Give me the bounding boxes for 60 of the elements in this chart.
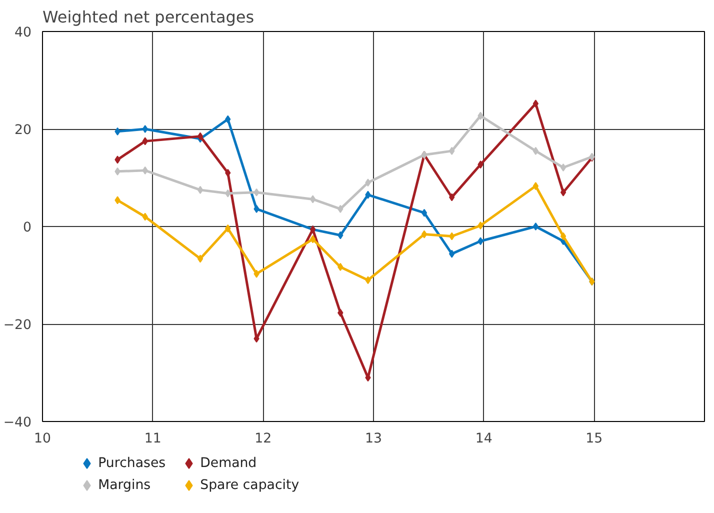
x-tick-label: 10 [34, 432, 51, 446]
point [365, 178, 371, 187]
point [421, 230, 428, 238]
point [225, 168, 231, 177]
point [310, 235, 316, 244]
point [254, 204, 260, 213]
x-tick-label: 12 [254, 432, 272, 446]
point [225, 115, 231, 124]
point [338, 231, 344, 240]
point [338, 204, 344, 213]
point [114, 156, 120, 164]
point [478, 160, 484, 169]
y-tick-label: 0 [23, 220, 32, 236]
point [142, 212, 148, 221]
x-tick-label: 14 [475, 432, 492, 446]
point [197, 186, 204, 194]
point [532, 222, 539, 230]
point [560, 232, 566, 240]
point [225, 189, 231, 198]
point [310, 195, 316, 204]
point [478, 222, 484, 230]
point [197, 132, 204, 140]
point [478, 237, 484, 246]
point [560, 188, 566, 196]
point [254, 270, 260, 278]
legend-label: Purchases [98, 456, 166, 471]
legend-label: Demand [200, 456, 257, 471]
point [365, 190, 371, 199]
point [225, 224, 231, 232]
point [421, 208, 428, 217]
point [142, 166, 148, 174]
point [449, 250, 455, 258]
y-tick-label: 20 [14, 123, 32, 138]
x-tick-label: 15 [586, 432, 603, 446]
point [142, 137, 148, 146]
point [365, 276, 371, 284]
y-tick-label: 40 [14, 26, 32, 40]
y-tick-label: −20 [3, 318, 32, 333]
point [338, 262, 344, 271]
chart-title: Weighted net percentages [42, 8, 254, 26]
point [560, 164, 566, 172]
point [478, 112, 484, 120]
point [142, 125, 148, 133]
y-tick-label: −40 [3, 416, 32, 430]
point [197, 254, 204, 263]
point [449, 193, 455, 202]
x-tick-label: 11 [144, 432, 162, 446]
point [532, 146, 539, 155]
legend-label: Spare capacity [200, 478, 300, 493]
x-tick-label: 13 [365, 432, 382, 446]
point [254, 188, 260, 196]
legend-label: Margins [98, 478, 151, 493]
point [449, 146, 455, 155]
point [532, 182, 539, 190]
point [114, 127, 120, 136]
point [114, 196, 120, 204]
point [338, 308, 344, 317]
point [449, 232, 455, 240]
point [532, 100, 539, 108]
point [114, 167, 120, 176]
